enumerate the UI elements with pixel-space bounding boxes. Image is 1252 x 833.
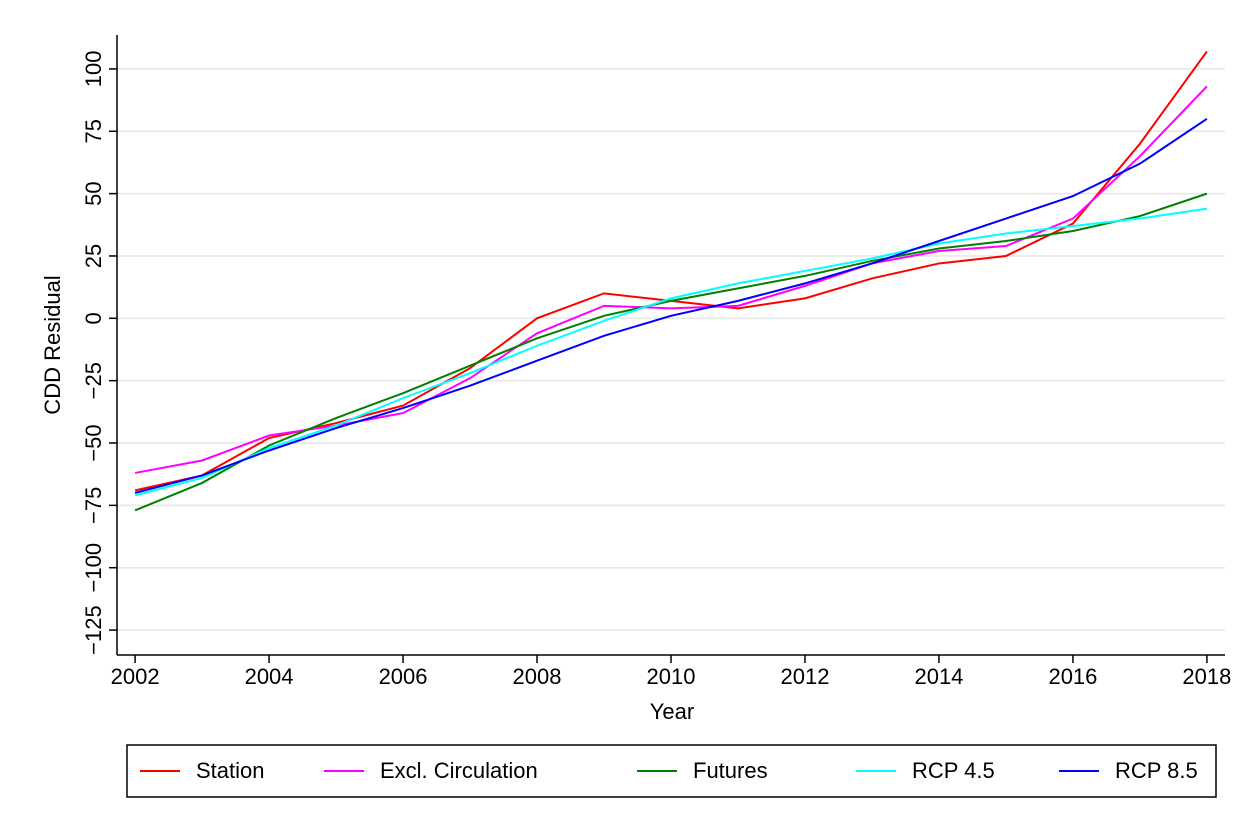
y-tick-label: 75 bbox=[81, 119, 106, 143]
legend-label: RCP 4.5 bbox=[912, 758, 995, 783]
y-tick-label: 25 bbox=[81, 244, 106, 268]
y-tick-label: −25 bbox=[81, 362, 106, 399]
x-tick-label: 2018 bbox=[1182, 664, 1231, 689]
y-tick-label: −75 bbox=[81, 487, 106, 524]
legend-label: Station bbox=[196, 758, 265, 783]
x-tick-label: 2016 bbox=[1048, 664, 1097, 689]
y-tick-label: 50 bbox=[81, 181, 106, 205]
legend-label: RCP 8.5 bbox=[1115, 758, 1198, 783]
series-line bbox=[134, 117, 1208, 494]
y-tick-label: −50 bbox=[81, 424, 106, 461]
y-tick-label: 0 bbox=[81, 312, 106, 324]
series-line bbox=[134, 207, 1208, 497]
x-axis-title: Year bbox=[650, 699, 694, 724]
x-tick-label: 2006 bbox=[379, 664, 428, 689]
x-tick-label: 2008 bbox=[513, 664, 562, 689]
x-tick-label: 2004 bbox=[245, 664, 294, 689]
series-line bbox=[134, 192, 1208, 512]
y-axis-title: CDD Residual bbox=[40, 275, 65, 414]
legend-label: Futures bbox=[693, 758, 768, 783]
x-tick-label: 2010 bbox=[647, 664, 696, 689]
y-tick-label: −100 bbox=[81, 543, 106, 593]
y-tick-label: 100 bbox=[81, 51, 106, 88]
series-line bbox=[134, 50, 1208, 492]
y-tick-label: −125 bbox=[81, 605, 106, 655]
x-tick-label: 2014 bbox=[914, 664, 963, 689]
legend-box bbox=[126, 744, 1217, 798]
x-tick-label: 2002 bbox=[111, 664, 160, 689]
x-tick-label: 2012 bbox=[781, 664, 830, 689]
series-line bbox=[134, 85, 1208, 474]
legend-label: Excl. Circulation bbox=[380, 758, 538, 783]
